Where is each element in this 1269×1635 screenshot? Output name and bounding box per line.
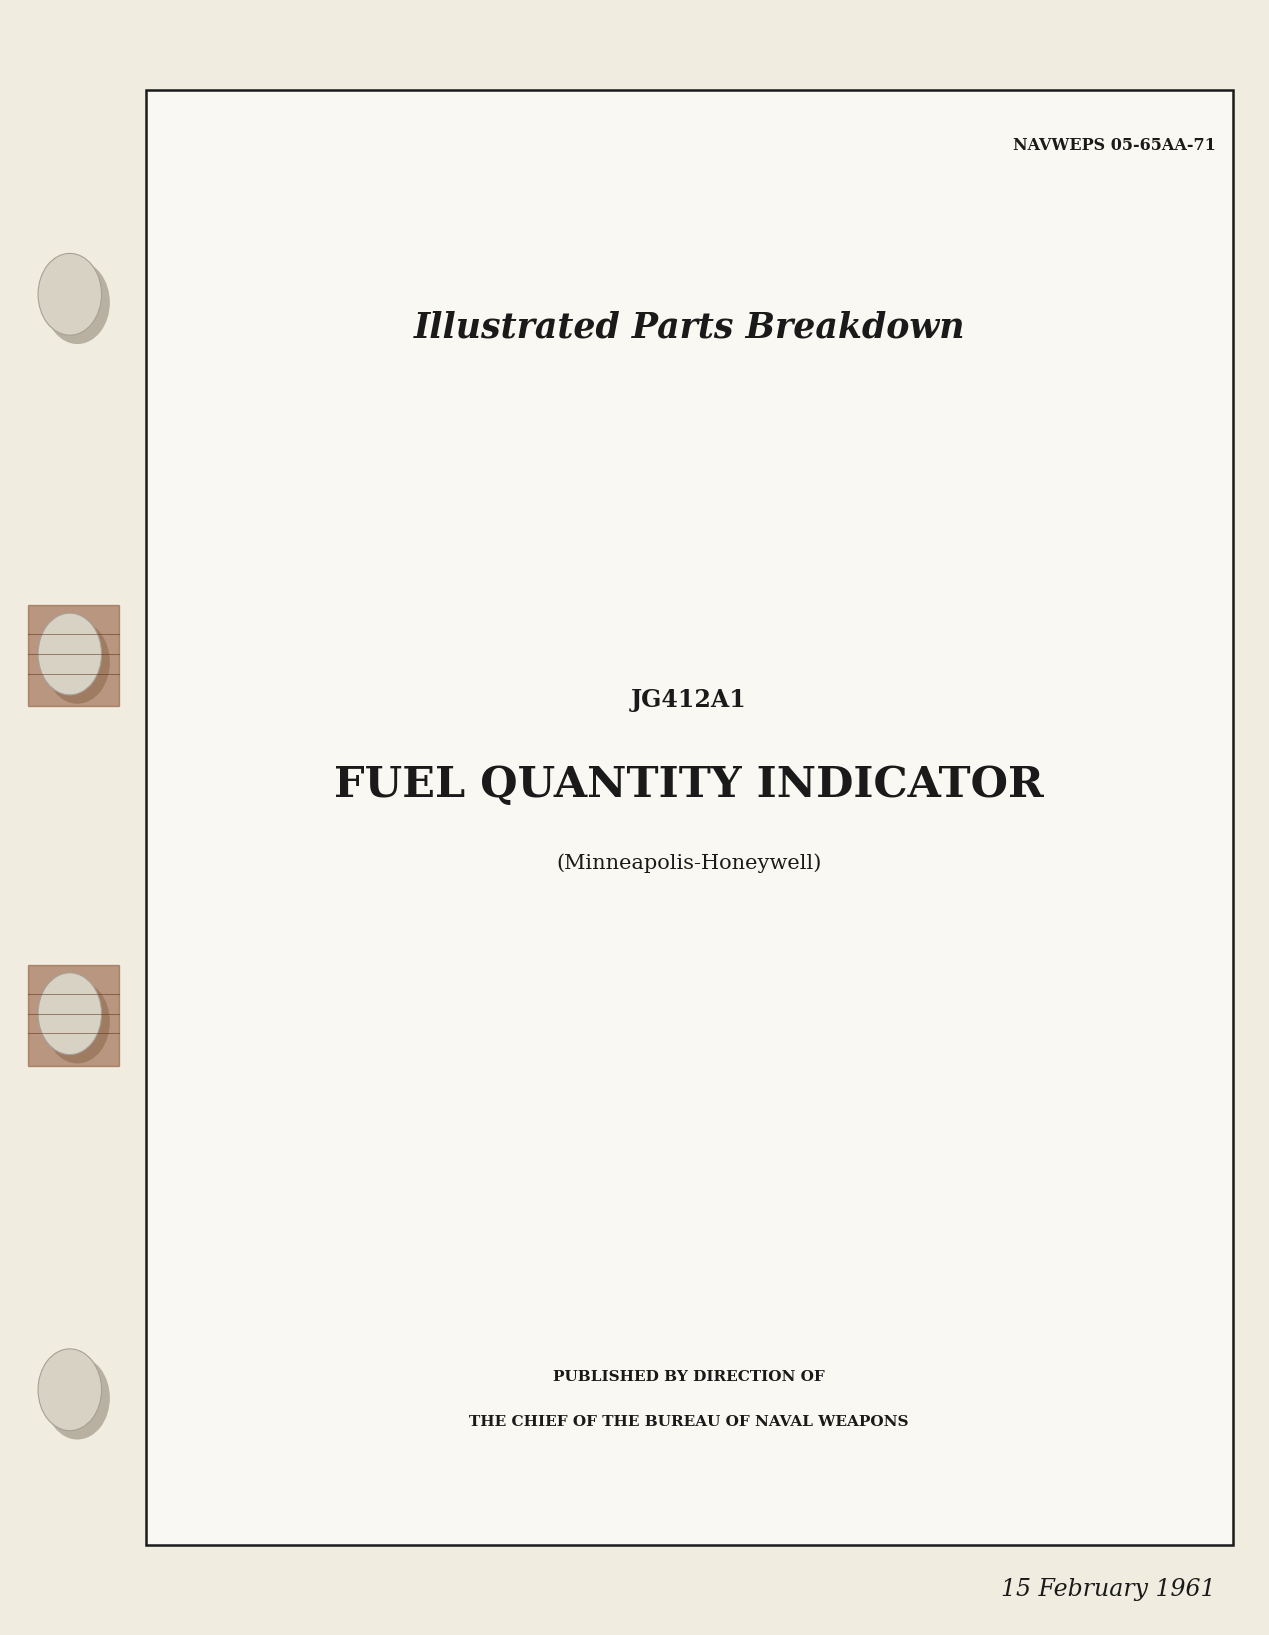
Text: PUBLISHED BY DIRECTION OF: PUBLISHED BY DIRECTION OF (553, 1370, 825, 1383)
Bar (28, 605, 119, 706)
Circle shape (38, 613, 102, 695)
Bar (146, 90, 1233, 1545)
Text: 15 February 1961: 15 February 1961 (1001, 1578, 1216, 1601)
Circle shape (38, 253, 102, 335)
Circle shape (46, 981, 109, 1063)
Text: NAVWEPS 05-65AA-71: NAVWEPS 05-65AA-71 (1013, 137, 1216, 154)
Circle shape (46, 262, 109, 343)
Bar (28, 965, 119, 1066)
Circle shape (38, 973, 102, 1055)
Text: THE CHIEF OF THE BUREAU OF NAVAL WEAPONS: THE CHIEF OF THE BUREAU OF NAVAL WEAPONS (470, 1416, 909, 1429)
Text: (Minneapolis-Honeywell): (Minneapolis-Honeywell) (556, 853, 822, 873)
Circle shape (38, 1349, 102, 1431)
Text: JG412A1: JG412A1 (631, 688, 747, 711)
Text: FUEL QUANTITY INDICATOR: FUEL QUANTITY INDICATOR (334, 764, 1044, 806)
Circle shape (46, 621, 109, 703)
Circle shape (46, 1357, 109, 1439)
Text: Illustrated Parts Breakdown: Illustrated Parts Breakdown (414, 311, 964, 343)
